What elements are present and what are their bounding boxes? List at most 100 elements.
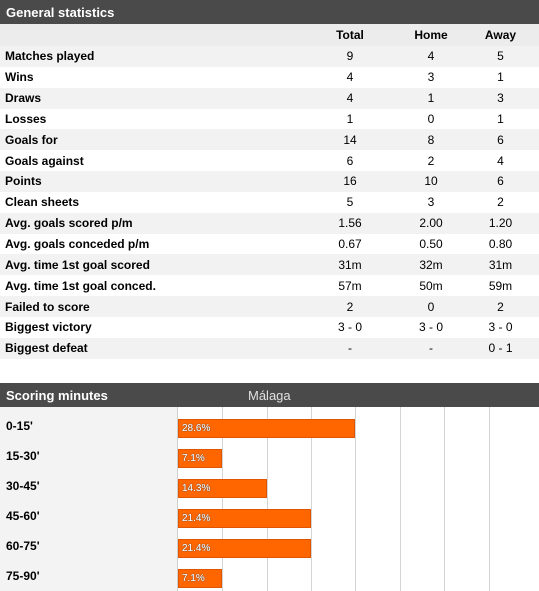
away-cell: 0 - 1: [462, 337, 539, 359]
scoring-row-label: 45-60': [6, 509, 40, 523]
scoring-row: 75-90' 7.1%: [0, 561, 539, 591]
row-label: Biggest victory: [0, 316, 300, 338]
row-label: Avg. time 1st goal scored: [0, 254, 300, 276]
home-cell: 8: [400, 129, 462, 151]
total-cell: 4: [300, 87, 400, 109]
total-cell: 16: [300, 171, 400, 192]
total-cell: 4: [300, 66, 400, 88]
home-cell: 32m: [400, 254, 462, 276]
away-cell: 3: [462, 87, 539, 109]
away-cell: 4: [462, 150, 539, 172]
away-cell: 1: [462, 108, 539, 130]
home-cell: 3 - 0: [400, 316, 462, 338]
grid-line: [355, 407, 356, 591]
scoring-row-label: 30-45': [6, 479, 40, 493]
column-header-total: Total: [300, 24, 400, 46]
table-row: Clean sheets 5 3 2: [0, 191, 539, 213]
row-label: Points: [0, 171, 300, 192]
column-header-label: [0, 24, 300, 46]
table-row: Goals for 14 8 6: [0, 129, 539, 151]
row-label: Avg. goals scored p/m: [0, 212, 300, 234]
grid-line: [267, 407, 268, 591]
row-label: Clean sheets: [0, 191, 300, 213]
total-cell: 1.56: [300, 212, 400, 234]
total-cell: -: [300, 337, 400, 359]
team-name: Málaga: [248, 387, 291, 403]
home-cell: 3: [400, 191, 462, 213]
scoring-bar: 28.6%: [178, 419, 355, 438]
away-cell: 2: [462, 191, 539, 213]
away-cell: 59m: [462, 275, 539, 297]
scoring-bar-value: 28.6%: [182, 423, 211, 434]
home-cell: 2.00: [400, 212, 462, 234]
grid-line: [489, 407, 490, 591]
grid-line: [444, 407, 445, 591]
away-cell: 0.80: [462, 233, 539, 255]
away-cell: 2: [462, 296, 539, 317]
total-cell: 6: [300, 150, 400, 172]
column-header-away: Away: [462, 24, 539, 46]
scoring-row-label: 60-75': [6, 539, 40, 553]
scoring-bar: 14.3%: [178, 479, 267, 498]
home-cell: 0: [400, 108, 462, 130]
total-cell: 14: [300, 129, 400, 151]
scoring-row: 60-75' 21.4%: [0, 531, 539, 561]
away-cell: 3 - 0: [462, 316, 539, 338]
scoring-row-label: 15-30': [6, 449, 40, 463]
home-cell: 1: [400, 87, 462, 109]
scoring-bar: 21.4%: [178, 539, 311, 558]
scoring-row: 30-45' 14.3%: [0, 471, 539, 501]
table-row: Matches played 9 4 5: [0, 46, 539, 67]
away-cell: 6: [462, 129, 539, 151]
scoring-row: 15-30' 7.1%: [0, 441, 539, 471]
away-cell: 1: [462, 66, 539, 88]
scoring-minutes-header: Scoring minutes Málaga: [0, 383, 539, 407]
total-cell: 3 - 0: [300, 316, 400, 338]
column-header-home: Home: [400, 24, 462, 46]
grid-line: [400, 407, 401, 591]
table-row: Biggest defeat - -0 - 1: [0, 337, 539, 359]
table-row: Points 16 10 6: [0, 171, 539, 192]
home-cell: 2: [400, 150, 462, 172]
scoring-minutes-chart: 0-15' 28.6% 15-30' 7.1% 30-45' 14.3% 45-60' 21.…: [0, 407, 539, 591]
table-row: Avg. time 1st goal conced. 57m 50m 59m: [0, 275, 539, 297]
scoring-bar-value: 14.3%: [182, 483, 211, 494]
row-label: Matches played: [0, 46, 300, 67]
row-label: Draws: [0, 87, 300, 109]
row-label: Failed to score: [0, 296, 300, 317]
table-header-row: Total Home Away: [0, 24, 539, 46]
table-row: Avg. time 1st goal scored 31m 32m 31m: [0, 254, 539, 276]
scoring-row-label: 0-15': [6, 419, 33, 433]
scoring-minutes-title: Scoring minutes: [6, 387, 108, 403]
home-cell: -: [400, 337, 462, 359]
general-statistics-title: General statistics: [6, 4, 115, 20]
table-row: Goals against 6 2 4: [0, 150, 539, 172]
table-row: Wins 4 3 1: [0, 66, 539, 88]
general-statistics-header: General statistics: [0, 0, 539, 24]
away-cell: 31m: [462, 254, 539, 276]
row-label: Wins: [0, 66, 300, 88]
scoring-row-label: 75-90': [6, 569, 40, 583]
home-cell: 50m: [400, 275, 462, 297]
grid-line: [311, 407, 312, 591]
grid-line: [222, 407, 223, 591]
scoring-bar: 7.1%: [178, 569, 222, 588]
row-label: Biggest defeat: [0, 337, 300, 359]
home-cell: 4: [400, 46, 462, 67]
total-cell: 0.67: [300, 233, 400, 255]
table-row: Draws 4 1 3: [0, 87, 539, 109]
scoring-bar: 21.4%: [178, 509, 311, 528]
scoring-bar-value: 7.1%: [182, 573, 205, 584]
total-cell: 2: [300, 296, 400, 317]
scoring-bar-value: 21.4%: [182, 543, 211, 554]
scoring-bar-value: 21.4%: [182, 513, 211, 524]
home-cell: 10: [400, 171, 462, 192]
total-cell: 57m: [300, 275, 400, 297]
total-cell: 9: [300, 46, 400, 67]
total-cell: 5: [300, 191, 400, 213]
table-row: Avg. goals scored p/m 1.56 2.00 1.20: [0, 212, 539, 234]
scoring-bar-value: 7.1%: [182, 453, 205, 464]
row-label: Goals against: [0, 150, 300, 172]
row-label: Goals for: [0, 129, 300, 151]
